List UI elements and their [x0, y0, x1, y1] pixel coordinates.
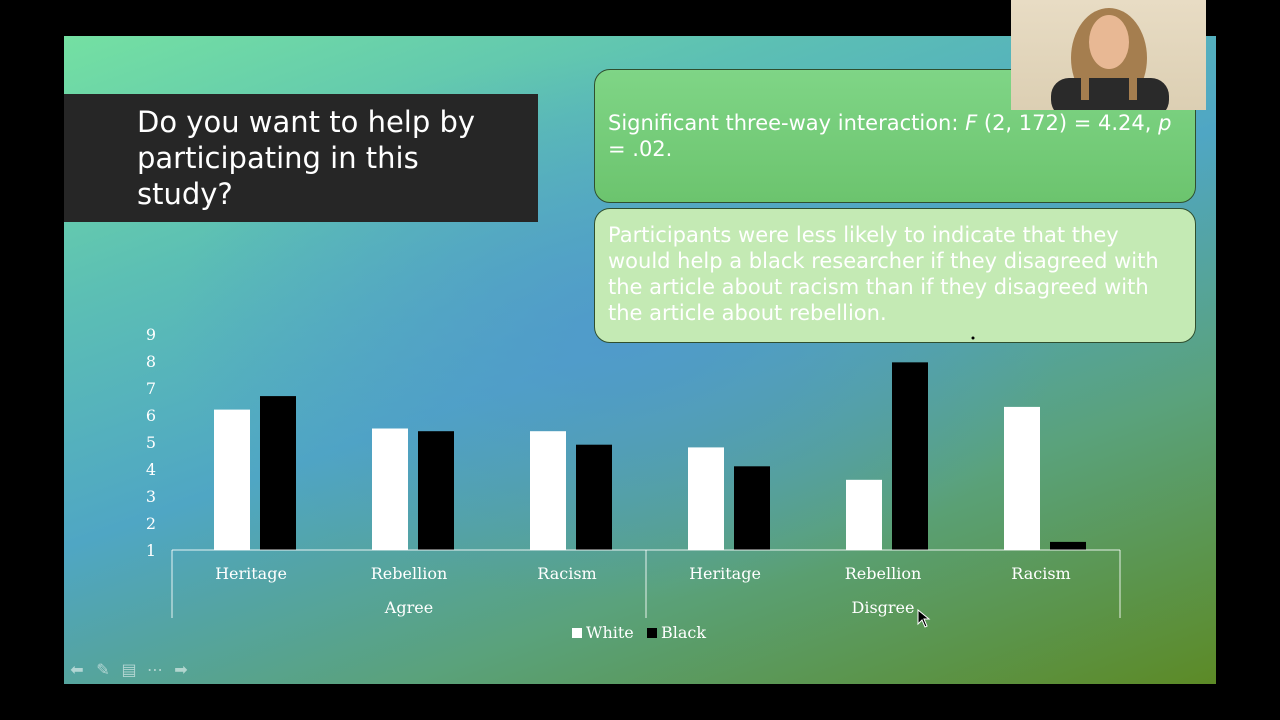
arrow-left-icon[interactable]: ⬅	[70, 659, 84, 679]
x-group-label: Agree	[384, 598, 433, 617]
bar-white	[530, 431, 566, 550]
bar-black	[892, 362, 928, 550]
bar-black	[260, 396, 296, 550]
f-symbol: F	[965, 111, 978, 135]
bar-white	[688, 447, 724, 550]
y-tick-label: 3	[146, 487, 156, 506]
dot-marker	[971, 336, 975, 340]
slideshow-nav: ⬅ ✎ ▤ ⋯ ➡	[66, 658, 192, 680]
bar-white	[372, 428, 408, 550]
bar-black	[418, 431, 454, 550]
x-category-label: Heritage	[215, 564, 287, 583]
y-tick-label: 2	[146, 514, 156, 533]
x-category-label: Racism	[1011, 564, 1070, 583]
y-tick-label: 1	[146, 541, 156, 560]
arrow-right-icon[interactable]: ➡	[174, 659, 188, 679]
slide: Do you want to help by participating in …	[64, 36, 1216, 684]
y-tick-label: 4	[146, 460, 156, 479]
more-icon[interactable]: ⋯	[147, 659, 163, 679]
y-tick-label: 6	[146, 406, 156, 425]
bar-white	[214, 409, 250, 550]
interaction-p-value: = .02.	[608, 137, 673, 161]
slide-title: Do you want to help by participating in …	[137, 105, 476, 211]
legend-swatch-black	[647, 628, 657, 638]
x-category-label: Racism	[537, 564, 596, 583]
x-category-label: Rebellion	[371, 564, 448, 583]
bar-black	[734, 466, 770, 550]
finding-callout: Participants were less likely to indicat…	[594, 208, 1196, 343]
bar-white	[1004, 406, 1040, 550]
y-tick-label: 8	[146, 352, 156, 371]
interaction-callout: Significant three-way interaction: F (2,…	[594, 69, 1196, 203]
bar-white	[846, 479, 882, 550]
p-symbol: p	[1158, 111, 1172, 135]
bar-chart: 1 2 3 4 5 6 7 8 9 Heritage Rebellion Racism Heritage…	[146, 325, 1121, 642]
legend-swatch-white	[572, 628, 582, 638]
legend-label: White	[586, 623, 634, 642]
title-box: Do you want to help by participating in …	[64, 94, 538, 222]
mouse-cursor-icon	[917, 609, 931, 628]
legend-label: Black	[661, 623, 706, 642]
x-category-label: Heritage	[689, 564, 761, 583]
x-group-label: Disgree	[852, 598, 915, 617]
presenter-video	[1051, 8, 1169, 110]
interaction-stats: (2, 172) = 4.24,	[977, 111, 1159, 135]
webcam-overlay	[1011, 0, 1206, 110]
bar-black	[576, 444, 612, 550]
interaction-text: Significant three-way interaction:	[608, 111, 966, 135]
bar-black	[1050, 541, 1086, 550]
y-tick-label: 7	[146, 379, 156, 398]
slides-icon[interactable]: ▤	[121, 659, 137, 679]
x-category-label: Rebellion	[845, 564, 922, 583]
y-tick-label: 9	[146, 325, 156, 344]
finding-text: Participants were less likely to indicat…	[608, 223, 1159, 325]
y-tick-label: 5	[146, 433, 156, 452]
pen-icon[interactable]: ✎	[96, 659, 110, 679]
